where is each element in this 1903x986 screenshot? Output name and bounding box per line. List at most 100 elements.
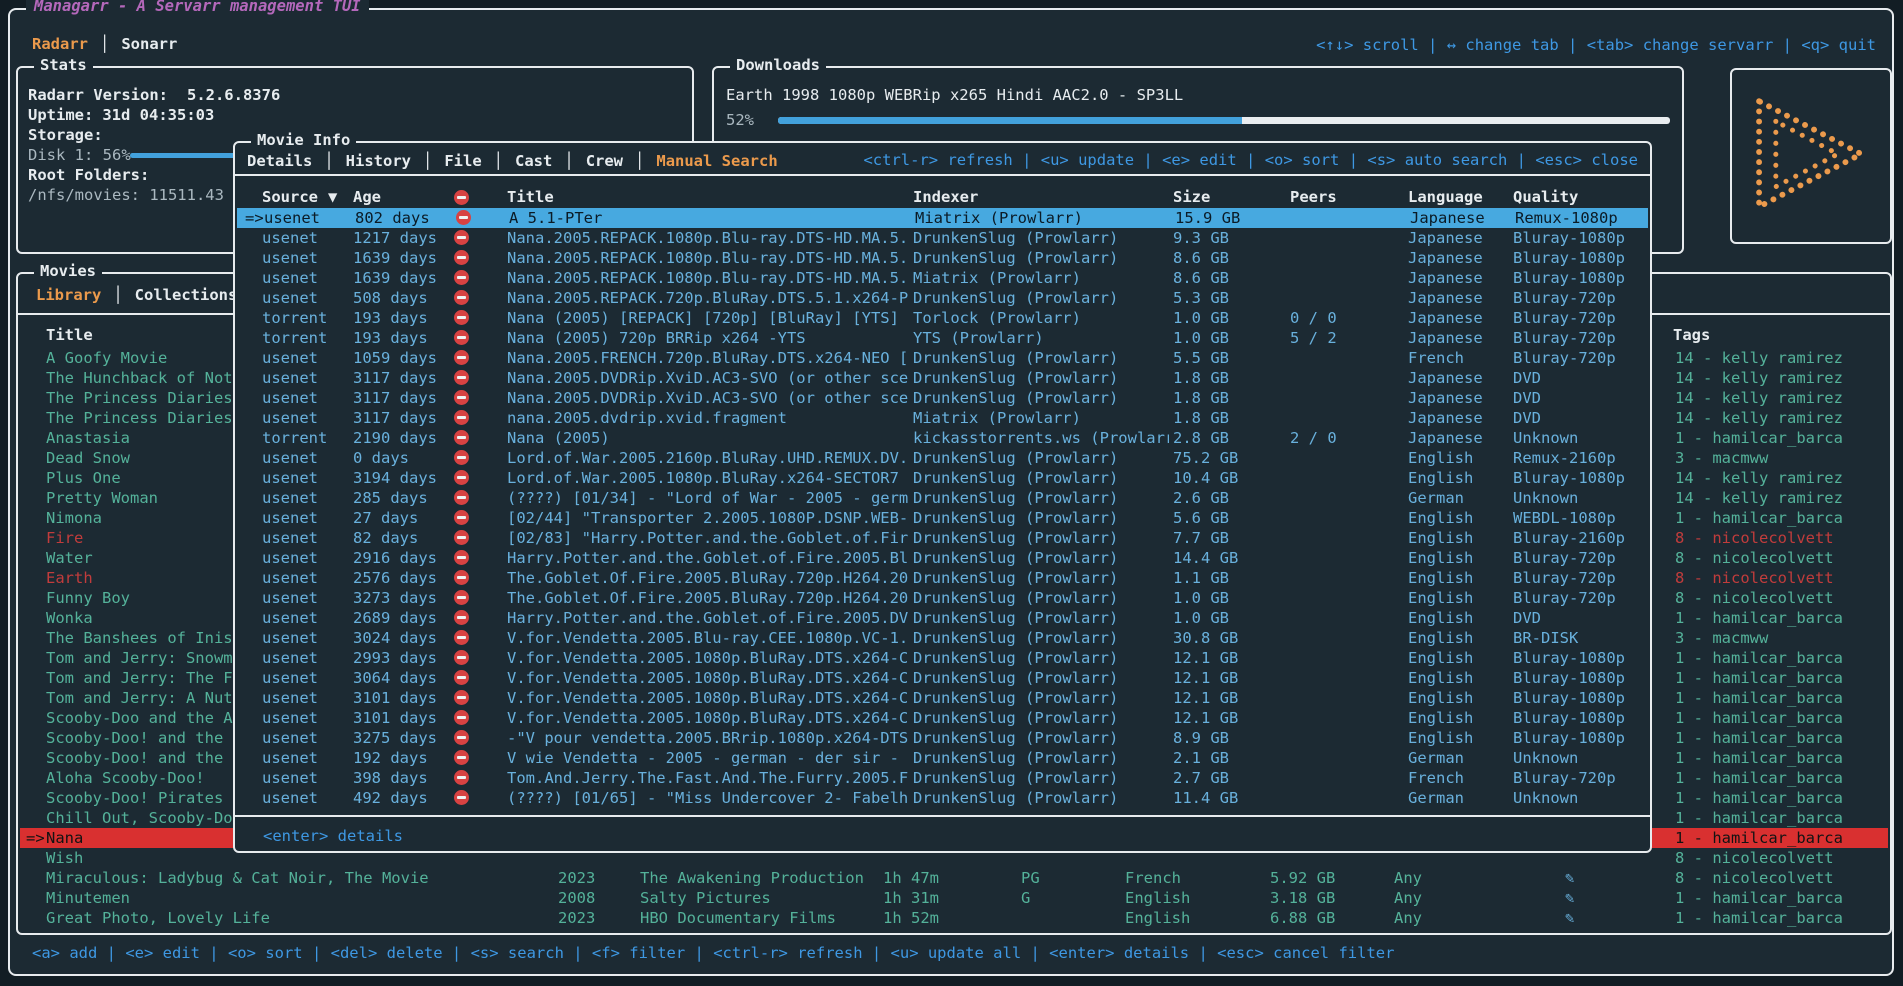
modal-footer-keybind: <enter> details — [263, 827, 403, 845]
movie-info-tab[interactable]: Cast — [515, 152, 553, 170]
search-result-row[interactable]: usenet 3101 days V.for.Vendetta.2005.108… — [235, 688, 1650, 708]
tab-separator: │ — [324, 152, 334, 170]
search-result-row[interactable]: usenet 492 days (????) [01/65] - "Miss U… — [235, 788, 1650, 808]
search-result-row[interactable]: usenet 1059 days Nana.2005.FRENCH.720p.B… — [235, 348, 1650, 368]
movie-row[interactable]: The Princess Diaries 14 - kelly ramirez — [20, 388, 1888, 408]
movie-row[interactable]: Plus One 14 - kelly ramirez — [20, 468, 1888, 488]
movie-info-tab[interactable]: Details — [247, 152, 313, 170]
movie-row[interactable]: Miraculous: Ladybug & Cat Noir, The Movi… — [20, 868, 1888, 888]
movie-tag: 8 - nicolecolvett — [1675, 569, 1834, 587]
search-result-row[interactable]: usenet 508 days Nana.2005.REPACK.720p.Bl… — [235, 288, 1650, 308]
search-result-row[interactable]: usenet 82 days [02/83] "Harry.Potter.and… — [235, 528, 1650, 548]
movie-row[interactable]: Nimona 1 - hamilcar_barca — [20, 508, 1888, 528]
movie-row[interactable]: Scooby-Doo! and the M 1 - hamilcar_barca — [20, 748, 1888, 768]
movie-row[interactable]: Aloha Scooby-Doo! 1 - hamilcar_barca — [20, 768, 1888, 788]
search-results-list: => usenet 802 days A 5.1-PTer Miatrix (P… — [235, 208, 1650, 808]
search-result-row[interactable]: torrent 193 days Nana (2005) 720p BRRip … — [235, 328, 1650, 348]
tab-separator: │ — [113, 286, 123, 304]
movie-row[interactable]: Great Photo, Lovely Life 2023 HBO Docume… — [20, 908, 1888, 928]
result-title: V.for.Vendetta.2005.1080p.BluRay.DTS.x26… — [507, 709, 909, 727]
movie-row[interactable]: Tom and Jerry: The Fa 1 - hamilcar_barca — [20, 668, 1888, 688]
movie-row[interactable]: Scooby-Doo! Pirates A 1 - hamilcar_barca — [20, 788, 1888, 808]
movie-row[interactable]: The Princess Diaries 14 - kelly ramirez — [20, 408, 1888, 428]
search-result-row[interactable]: usenet 398 days Tom.And.Jerry.The.Fast.A… — [235, 768, 1650, 788]
result-size: 12.1 GB — [1173, 709, 1239, 727]
result-indexer: DrunkenSlug (Prowlarr) — [913, 489, 1119, 507]
search-result-row[interactable]: usenet 1639 days Nana.2005.REPACK.1080p.… — [235, 248, 1650, 268]
movie-info-tab[interactable]: History — [345, 152, 411, 170]
search-result-row[interactable]: usenet 3064 days V.for.Vendetta.2005.108… — [235, 668, 1650, 688]
movie-row[interactable]: Pretty Woman 14 - kelly ramirez — [20, 488, 1888, 508]
result-source: torrent — [262, 429, 328, 447]
movies-tab[interactable]: Collections — [134, 286, 238, 304]
search-result-row[interactable]: => usenet 802 days A 5.1-PTer Miatrix (P… — [237, 208, 1648, 228]
result-indexer: DrunkenSlug (Prowlarr) — [913, 669, 1119, 687]
movie-tag: 3 - macmww — [1675, 449, 1769, 467]
movies-tab[interactable]: Library — [36, 286, 102, 304]
search-result-row[interactable]: torrent 2190 days Nana (2005) kickasstor… — [235, 428, 1650, 448]
search-result-row[interactable]: usenet 3024 days V.for.Vendetta.2005.Blu… — [235, 628, 1650, 648]
search-result-row[interactable]: usenet 3273 days The.Goblet.Of.Fire.2005… — [235, 588, 1650, 608]
search-result-row[interactable]: usenet 192 days V wie Vendetta - 2005 - … — [235, 748, 1650, 768]
result-indexer: DrunkenSlug (Prowlarr) — [913, 349, 1119, 367]
servarr-tab[interactable]: Radarr — [32, 35, 88, 53]
movie-tag: 8 - nicolecolvett — [1675, 869, 1834, 887]
search-result-row[interactable]: usenet 3101 days V.for.Vendetta.2005.108… — [235, 708, 1650, 728]
search-result-row[interactable]: torrent 193 days Nana (2005) [REPACK] [7… — [235, 308, 1650, 328]
result-source: torrent — [262, 329, 328, 347]
movie-row[interactable]: Chill Out, Scooby-Doo 1 - hamilcar_barca — [20, 808, 1888, 828]
result-size: 5.6 GB — [1173, 509, 1229, 527]
movie-row[interactable]: Anastasia 1 - hamilcar_barca — [20, 428, 1888, 448]
search-result-row[interactable]: usenet 3194 days Lord.of.War.2005.1080p.… — [235, 468, 1650, 488]
movie-row[interactable]: Wonka 1 - hamilcar_barca — [20, 608, 1888, 628]
search-result-row[interactable]: usenet 0 days Lord.of.War.2005.2160p.Blu… — [235, 448, 1650, 468]
movie-row[interactable]: Funny Boy 8 - nicolecolvett — [20, 588, 1888, 608]
movie-row[interactable]: Tom and Jerry: A Nutc 1 - hamilcar_barca — [20, 688, 1888, 708]
result-language: English — [1408, 509, 1474, 527]
result-age: 27 days — [353, 509, 419, 527]
movie-row[interactable]: Scooby-Doo! and the L 1 - hamilcar_barca — [20, 728, 1888, 748]
movie-row[interactable]: Earth 8 - nicolecolvett — [20, 568, 1888, 588]
result-quality: Bluray-1080p — [1513, 269, 1625, 287]
movie-row[interactable]: Fire 8 - nicolecolvett — [20, 528, 1888, 548]
search-result-row[interactable]: usenet 2576 days The.Goblet.Of.Fire.2005… — [235, 568, 1650, 588]
servarr-tab[interactable]: Sonarr — [121, 35, 178, 53]
search-result-row[interactable]: usenet 2689 days Harry.Potter.and.the.Go… — [235, 608, 1650, 628]
search-result-row[interactable]: usenet 285 days (????) [01/34] - "Lord o… — [235, 488, 1650, 508]
movie-row[interactable]: Dead Snow 3 - macmww — [20, 448, 1888, 468]
movie-row[interactable]: Minutemen 2008 Salty Pictures 1h 31m G E… — [20, 888, 1888, 908]
movie-row[interactable]: A Goofy Movie 14 - kelly ramirez — [20, 348, 1888, 368]
movie-row[interactable]: Water 8 - nicolecolvett — [20, 548, 1888, 568]
search-result-row[interactable]: usenet 2916 days Harry.Potter.and.the.Go… — [235, 548, 1650, 568]
result-language: English — [1408, 609, 1474, 627]
result-language: Japanese — [1408, 369, 1483, 387]
download-percent-label: 52% — [726, 111, 754, 129]
search-result-row[interactable]: usenet 3275 days -"V pour vendetta.2005.… — [235, 728, 1650, 748]
rejected-icon — [454, 530, 469, 545]
search-result-row[interactable]: usenet 3117 days Nana.2005.DVDRip.XviD.A… — [235, 388, 1650, 408]
search-result-row[interactable]: usenet 2993 days V.for.Vendetta.2005.108… — [235, 648, 1650, 668]
monitored-icon: ✎ — [1565, 889, 1575, 907]
movie-row[interactable]: Tom and Jerry: Snowma 1 - hamilcar_barca — [20, 648, 1888, 668]
movie-row[interactable]: The Hunchback of Notr 14 - kelly ramirez — [20, 368, 1888, 388]
search-result-row[interactable]: usenet 27 days [02/44] "Transporter 2.20… — [235, 508, 1650, 528]
movie-row[interactable]: Scooby-Doo and the Al 1 - hamilcar_barca — [20, 708, 1888, 728]
movies-column-tags: Tags — [1673, 326, 1711, 344]
movie-info-tab[interactable]: File — [444, 152, 482, 170]
movie-info-tab[interactable]: Manual Search — [656, 152, 778, 170]
movie-row[interactable]: Wish 8 - nicolecolvett — [20, 848, 1888, 868]
result-size: 8.6 GB — [1173, 249, 1229, 267]
search-result-row[interactable]: usenet 3117 days nana.2005.dvdrip.xvid.f… — [235, 408, 1650, 428]
rejected-icon — [454, 410, 469, 425]
search-result-row[interactable]: usenet 1639 days Nana.2005.REPACK.1080p.… — [235, 268, 1650, 288]
result-size: 1.0 GB — [1173, 329, 1229, 347]
result-source: usenet — [262, 649, 318, 667]
movie-row[interactable]: The Banshees of Inish 3 - macmww — [20, 628, 1888, 648]
search-result-row[interactable]: usenet 3117 days Nana.2005.DVDRip.XviD.A… — [235, 368, 1650, 388]
radarr-version-value: 5.2.6.8376 — [186, 86, 281, 104]
result-indexer: DrunkenSlug (Prowlarr) — [913, 289, 1119, 307]
rejected-icon — [454, 550, 469, 565]
movie-info-tab[interactable]: Crew — [585, 152, 624, 170]
search-result-row[interactable]: usenet 1217 days Nana.2005.REPACK.1080p.… — [235, 228, 1650, 248]
rejected-icon — [454, 490, 469, 505]
